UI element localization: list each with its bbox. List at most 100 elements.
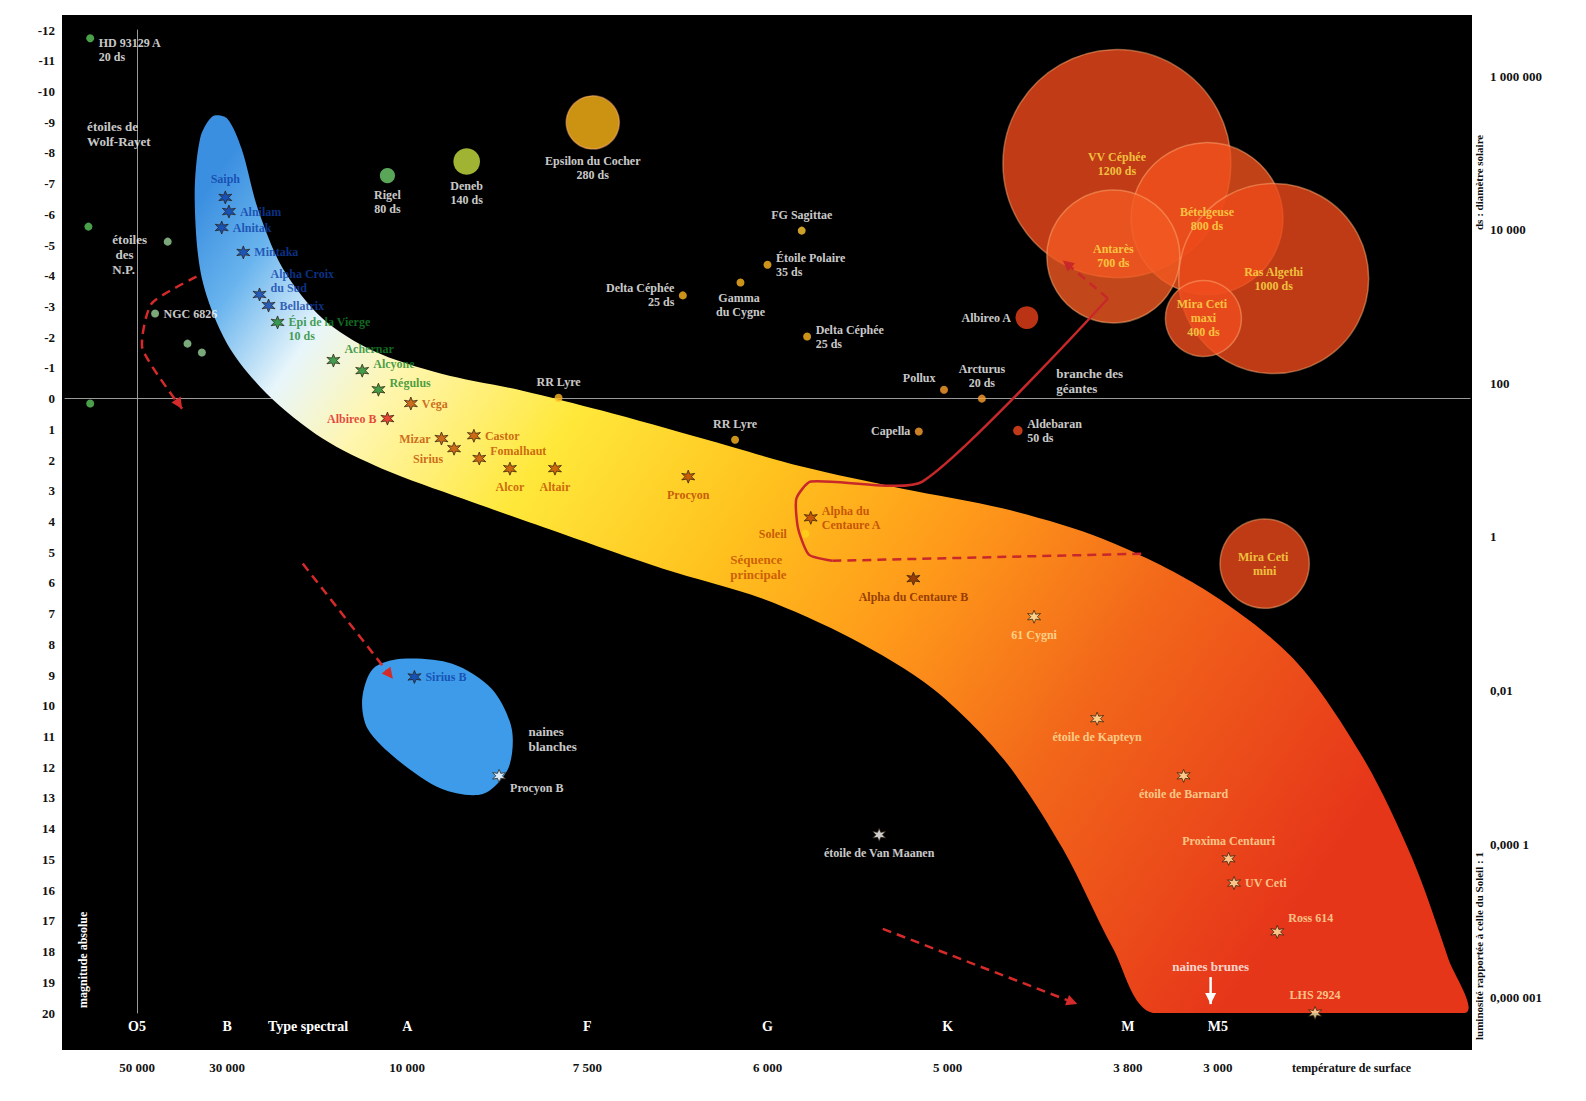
svg-text:9: 9 (49, 668, 56, 683)
svg-text:Étoile Polaire: Étoile Polaire (776, 251, 846, 265)
svg-text:-10: -10 (38, 84, 55, 99)
svg-text:-1: -1 (44, 360, 55, 375)
svg-text:1: 1 (49, 422, 56, 437)
svg-text:Mizar: Mizar (399, 432, 431, 446)
svg-text:3 800: 3 800 (1113, 1060, 1142, 1075)
svg-text:G: G (762, 1019, 773, 1034)
svg-text:100: 100 (1490, 376, 1510, 391)
svg-text:3: 3 (49, 483, 56, 498)
svg-text:Albireo A: Albireo A (962, 311, 1012, 325)
svg-text:-6: -6 (44, 207, 55, 222)
svg-text:5 000: 5 000 (933, 1060, 962, 1075)
svg-text:FG Sagittae: FG Sagittae (771, 208, 833, 222)
svg-text:F: F (583, 1019, 592, 1034)
svg-text:10: 10 (42, 698, 55, 713)
svg-text:Alnitak: Alnitak (233, 221, 272, 235)
svg-text:NGC 6826: NGC 6826 (164, 307, 218, 321)
svg-text:N.P.: N.P. (112, 262, 135, 277)
svg-text:Castor: Castor (485, 429, 520, 443)
svg-text:20: 20 (42, 1006, 55, 1021)
svg-text:Soleil: Soleil (759, 527, 788, 541)
svg-text:Antarès: Antarès (1093, 242, 1134, 256)
svg-text:280 ds: 280 ds (577, 168, 610, 182)
svg-text:Mira Ceti: Mira Ceti (1177, 297, 1230, 311)
svg-text:HD 93129 A: HD 93129 A (99, 36, 161, 50)
svg-text:10 ds: 10 ds (289, 329, 316, 343)
svg-text:-3: -3 (44, 299, 55, 314)
svg-text:Procyon B: Procyon B (510, 781, 563, 795)
svg-text:-5: -5 (44, 238, 55, 253)
svg-text:3 000: 3 000 (1203, 1060, 1232, 1075)
svg-text:Arcturus: Arcturus (959, 362, 1006, 376)
svg-text:blanches: blanches (528, 739, 576, 754)
svg-text:du Cygne: du Cygne (716, 305, 766, 319)
svg-text:61 Cygni: 61 Cygni (1011, 628, 1057, 642)
svg-text:17: 17 (42, 913, 56, 928)
svg-text:Centaure A: Centaure A (822, 518, 881, 532)
svg-text:7: 7 (49, 606, 56, 621)
svg-text:M5: M5 (1208, 1019, 1228, 1034)
svg-text:Proxima Centauri: Proxima Centauri (1182, 834, 1275, 848)
svg-text:VV Céphée: VV Céphée (1088, 150, 1147, 164)
svg-text:-7: -7 (44, 176, 55, 191)
svg-text:du Sud: du Sud (271, 281, 308, 295)
svg-text:0,000 001: 0,000 001 (1490, 990, 1542, 1005)
svg-text:magnitude absolue: magnitude absolue (76, 911, 90, 1008)
svg-text:30 000: 30 000 (209, 1060, 245, 1075)
svg-text:6 000: 6 000 (753, 1060, 782, 1075)
svg-text:Bételgeuse: Bételgeuse (1180, 205, 1235, 219)
svg-text:étoile de Van Maanen: étoile de Van Maanen (824, 846, 935, 860)
svg-text:Aldebaran: Aldebaran (1027, 417, 1082, 431)
svg-text:0: 0 (49, 391, 56, 406)
svg-text:700 ds: 700 ds (1097, 256, 1130, 270)
svg-text:80 ds: 80 ds (374, 202, 401, 216)
svg-text:Fomalhaut: Fomalhaut (490, 444, 546, 458)
svg-text:Alpha du: Alpha du (822, 504, 873, 518)
svg-text:A: A (402, 1019, 413, 1034)
svg-text:Mira Ceti: Mira Ceti (1238, 550, 1291, 564)
svg-text:5: 5 (49, 545, 56, 560)
svg-text:Régulus: Régulus (389, 376, 431, 390)
svg-text:Rigel: Rigel (374, 188, 401, 202)
svg-text:Albireo B: Albireo B (327, 412, 376, 426)
svg-text:11: 11 (43, 729, 55, 744)
svg-text:Ras Algethi: Ras Algethi (1244, 265, 1304, 279)
svg-text:Epsilon du Cocher: Epsilon du Cocher (545, 154, 641, 168)
svg-text:géantes: géantes (1056, 381, 1097, 396)
svg-text:Mintaka: Mintaka (254, 245, 298, 259)
svg-text:1200 ds: 1200 ds (1098, 164, 1137, 178)
svg-text:Alpha Croix: Alpha Croix (271, 267, 337, 281)
svg-text:25 ds: 25 ds (648, 295, 675, 309)
svg-text:Delta Céphée: Delta Céphée (816, 323, 885, 337)
svg-text:2: 2 (49, 453, 56, 468)
svg-text:18: 18 (42, 944, 56, 959)
svg-text:10 000: 10 000 (1490, 222, 1526, 237)
svg-text:-11: -11 (38, 53, 55, 68)
svg-text:Sirius B: Sirius B (425, 670, 466, 684)
svg-text:étoiles: étoiles (112, 232, 147, 247)
svg-text:15: 15 (42, 852, 56, 867)
svg-text:50 ds: 50 ds (1027, 431, 1054, 445)
svg-text:des: des (112, 247, 137, 262)
svg-text:mini: mini (1253, 564, 1277, 578)
svg-text:Séquence: Séquence (730, 552, 785, 567)
svg-text:1 000 000: 1 000 000 (1490, 69, 1542, 84)
svg-text:branche des: branche des (1056, 366, 1126, 381)
svg-text:B: B (222, 1019, 231, 1034)
svg-text:étoile de Kapteyn: étoile de Kapteyn (1052, 730, 1142, 744)
svg-text:6: 6 (49, 575, 56, 590)
svg-text:140 ds: 140 ds (451, 193, 484, 207)
svg-text:10 000: 10 000 (389, 1060, 425, 1075)
svg-text:O5: O5 (128, 1019, 146, 1034)
svg-text:1000 ds: 1000 ds (1254, 279, 1293, 293)
svg-text:50 000: 50 000 (119, 1060, 155, 1075)
svg-text:étoile de Barnard: étoile de Barnard (1139, 787, 1229, 801)
svg-text:0,01: 0,01 (1490, 683, 1513, 698)
svg-text:Delta Céphée: Delta Céphée (606, 281, 675, 295)
svg-text:Deneb: Deneb (450, 179, 483, 193)
svg-text:-2: -2 (44, 330, 55, 345)
svg-text:ds : diamètre solaire: ds : diamètre solaire (1473, 135, 1485, 230)
svg-text:Achernar: Achernar (344, 342, 394, 356)
svg-text:Gamma: Gamma (718, 291, 762, 305)
svg-text:35 ds: 35 ds (776, 265, 803, 279)
